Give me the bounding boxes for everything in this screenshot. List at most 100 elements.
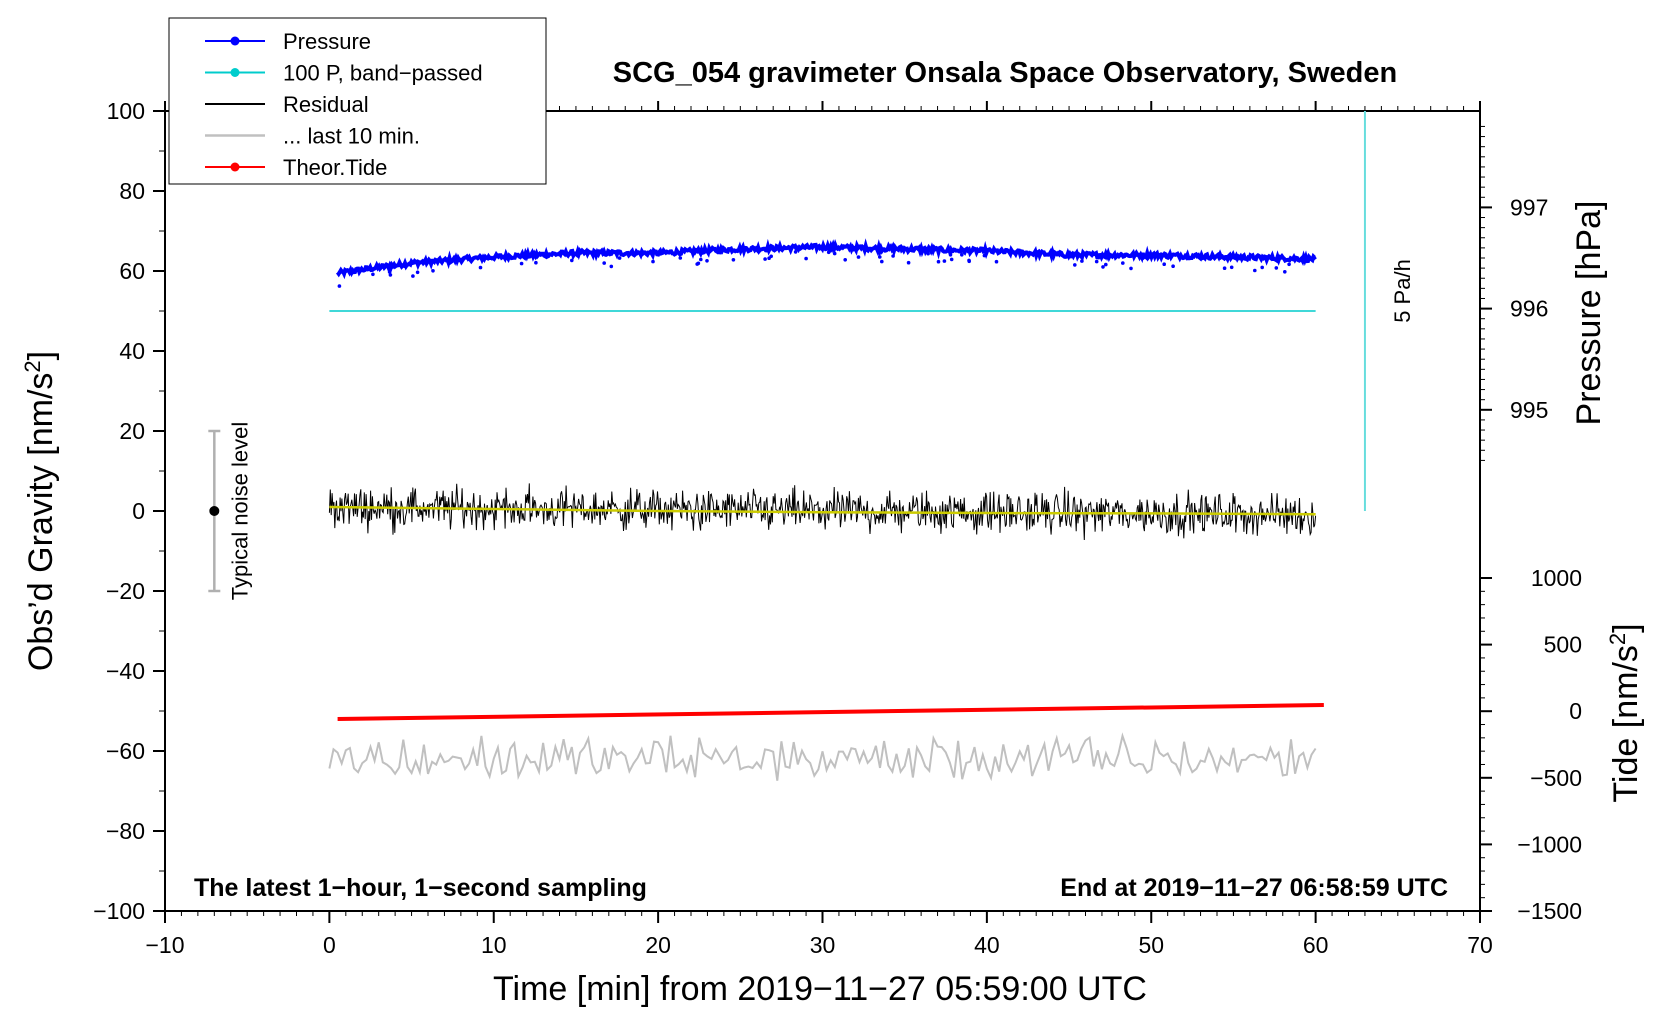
pressure-point (431, 269, 435, 273)
pressure-point (826, 250, 831, 255)
y-tick-label: −20 (106, 578, 145, 604)
pressure-point (1162, 262, 1166, 267)
pressure-point (1260, 265, 1264, 270)
pressure-point (651, 259, 655, 264)
pressure-tick-label: 997 (1510, 194, 1548, 220)
y-tick-label: 100 (107, 98, 145, 124)
series--last-10-min- (328, 732, 1317, 782)
pressure-point (1229, 265, 1234, 270)
pressure-point (936, 259, 941, 264)
pressure-point (878, 255, 882, 259)
pressure-point (699, 257, 703, 262)
pressure-point (388, 273, 393, 277)
legend-swatch-marker (230, 68, 240, 77)
axis-layer: −10 0 10 20 30 40 50 60 70−100−80−60−40−20020406… (93, 98, 1582, 958)
tide-tick-label: 0 (1569, 698, 1582, 724)
pressure-point (602, 261, 606, 265)
pressure-point (534, 260, 538, 265)
x-tick-label: 70 (1467, 932, 1493, 958)
pressure-point (1274, 266, 1279, 270)
y-tick-label: 40 (119, 338, 145, 364)
pressure-point (763, 257, 767, 261)
pressure-point (949, 257, 954, 262)
pressure-point (942, 259, 947, 263)
pressure-point (1073, 263, 1077, 267)
pressure-point (967, 259, 971, 264)
footer-left-text: The latest 1−hour, 1−second sampling (194, 874, 647, 902)
legend-label: ... last 10 min. (283, 124, 420, 149)
pressure-point (519, 261, 524, 266)
legend-items: Pressure 100 P, band−passed Residual ... la… (205, 29, 483, 180)
pressure-point (1222, 266, 1227, 271)
pressure-tick-label: 996 (1510, 296, 1548, 322)
pressure-point (891, 254, 895, 258)
pressure-point (609, 264, 614, 269)
pressure-point (1171, 264, 1175, 269)
x-tick-label: 20 (645, 932, 671, 958)
legend-box (168, 17, 547, 185)
pressure-point (1253, 268, 1257, 273)
pressure-point (1129, 266, 1133, 271)
legend-swatch-marker (230, 162, 240, 172)
pressure-point (960, 253, 964, 257)
tide-tick-label: −1000 (1517, 831, 1582, 857)
noise-bar-center-dot (209, 506, 220, 516)
series-line (329, 505, 1316, 516)
y-tick-label: 0 (132, 498, 145, 524)
pressure-point (617, 256, 622, 260)
chart-title: SCG_054 gravimeter Onsala Space Observat… (613, 57, 1397, 89)
pressure-point (994, 259, 999, 264)
pressure-point (982, 253, 987, 258)
pressure-point (804, 256, 808, 261)
x-tick-label: 10 (481, 932, 507, 958)
pressure-point (705, 259, 709, 263)
pressure-point (337, 284, 342, 288)
pressure-point (832, 251, 837, 256)
y-tick-label: 20 (119, 418, 145, 444)
pressure-point (793, 250, 798, 254)
y-tick-label: −100 (93, 898, 145, 924)
tide-tick-label: −500 (1530, 765, 1582, 791)
y-axis-title: Obs’d Gravity [nm/s2] (20, 351, 60, 671)
pressure-point (1094, 259, 1099, 264)
pressure-point (1121, 261, 1125, 265)
series-residual-smoothed (329, 505, 1316, 516)
pressure-point (1283, 270, 1287, 274)
pressure-point (856, 255, 861, 259)
series-layer (328, 238, 1324, 782)
pressure-point (678, 256, 683, 260)
legend: Pressure 100 P, band−passed Residual ... la… (168, 17, 547, 185)
pressure-point (387, 270, 392, 274)
tide-tick-label: 500 (1544, 632, 1582, 658)
pressure-point (926, 251, 930, 256)
y-tick-label: −40 (106, 658, 145, 684)
x-axis-title: Time [min] from 2019−11−27 05:59:00 UTC (493, 970, 1147, 1008)
pressure-point (695, 262, 699, 266)
pressure-point (371, 272, 375, 277)
series-dot-trace (335, 238, 1317, 280)
pressure-point (767, 256, 771, 261)
legend-label: Theor.Tide (283, 155, 387, 180)
annotation-layer: Typical noise level 5 Pa/h (208, 111, 1415, 600)
y-tick-label: −80 (106, 818, 145, 844)
pressure-point (843, 258, 847, 262)
pressure-point (1080, 259, 1084, 263)
pressure-point (906, 260, 911, 265)
x-tick-label: 30 (810, 932, 836, 958)
y-tick-label: 60 (119, 258, 145, 284)
x-tick-label: −10 (145, 932, 184, 958)
pressure-point (948, 253, 953, 257)
series-noise-line (328, 732, 1317, 782)
series-line (337, 703, 1324, 721)
tide-tick-label: 1000 (1531, 565, 1582, 591)
y-tick-label: 80 (119, 178, 145, 204)
legend-label: 100 P, band−passed (283, 61, 483, 86)
y-tick-label: −60 (106, 738, 145, 764)
pressure-tick-label: 995 (1510, 397, 1548, 423)
pressure-point (1104, 262, 1108, 267)
x-tick-label: 40 (974, 932, 1000, 958)
pressure-point (478, 265, 483, 270)
legend-swatch-marker (230, 36, 240, 46)
tide-tick-label: −1500 (1517, 898, 1582, 924)
